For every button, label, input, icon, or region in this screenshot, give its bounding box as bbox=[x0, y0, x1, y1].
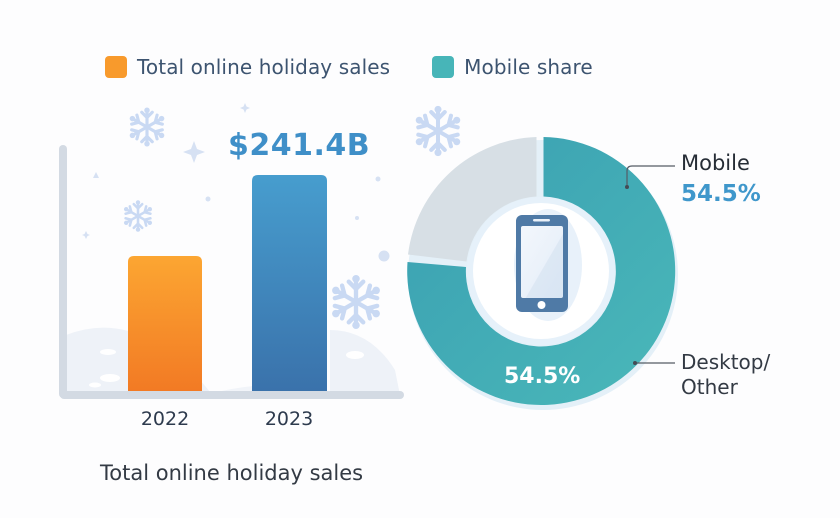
callout-mobile-value: 54.5% bbox=[681, 181, 761, 207]
bar-2022[interactable] bbox=[128, 256, 202, 391]
sparkle-decoration bbox=[82, 103, 390, 262]
smartphone-icon bbox=[516, 215, 568, 312]
callout-desktop-line2: Other bbox=[681, 375, 738, 399]
donut-segment-label: 54.5% bbox=[504, 364, 581, 389]
legend-swatch-orange bbox=[105, 56, 127, 78]
bar-value-label-2023: $241.4B bbox=[228, 128, 371, 163]
x-axis bbox=[60, 391, 404, 399]
legend-label: Mobile share bbox=[464, 55, 593, 79]
snow-hills-decoration bbox=[66, 327, 400, 395]
callout-mobile-title: Mobile bbox=[681, 151, 750, 175]
x-tick-label-2022: 2022 bbox=[140, 408, 190, 430]
donut-segment-mobile[interactable] bbox=[407, 137, 676, 405]
callout-desktop-line1: Desktop/ bbox=[681, 350, 771, 374]
legend-item-mobile-share[interactable]: Mobile share bbox=[432, 55, 593, 79]
donut-segment-desktop[interactable] bbox=[408, 137, 537, 262]
y-axis bbox=[59, 145, 67, 398]
bar-2023[interactable] bbox=[252, 175, 327, 391]
legend-swatch-teal bbox=[432, 56, 455, 78]
x-tick-label-2023: 2023 bbox=[264, 408, 314, 430]
bar-chart-title: Total online holiday sales bbox=[100, 461, 364, 485]
legend-item-total-sales[interactable]: Total online holiday sales bbox=[105, 55, 390, 79]
chart-legend: Total online holiday sales Mobile share bbox=[105, 54, 635, 80]
legend-label: Total online holiday sales bbox=[137, 55, 391, 79]
callout-leader-lines bbox=[626, 165, 675, 364]
